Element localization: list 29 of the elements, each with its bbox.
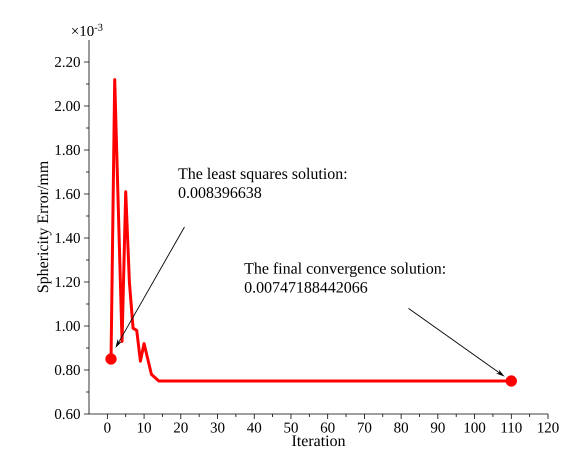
x-tick-label: 10 [138, 422, 151, 433]
x-tick-label: 110 [502, 422, 522, 433]
y-tick-label: 1.60 [56, 188, 80, 200]
y-tick-label: 1.40 [56, 232, 80, 244]
y-tick-label: 1.80 [56, 144, 80, 156]
annotation: The final convergence solution: [244, 262, 445, 278]
x-tick-label: 20 [174, 422, 188, 433]
x-axis-title: Iteration [292, 435, 346, 446]
y-tick-label: 1.20 [56, 276, 80, 288]
x-tick-label: 70 [358, 422, 372, 433]
x-tick-label: 60 [320, 422, 335, 433]
annotation: 0.008396638 [178, 187, 262, 198]
x-tick-label: 0 [104, 422, 111, 433]
y-axis-title: Sphericity Error/mm [36, 161, 52, 292]
x-tick-label: 30 [210, 422, 224, 433]
x-tick-label: 100 [464, 422, 486, 433]
x-tick-label: 40 [247, 422, 262, 433]
y-tick-label: 0.80 [54, 364, 80, 376]
x-tick-label: 80 [394, 422, 408, 433]
x-tick-label: 90 [430, 422, 445, 433]
text: ×10$^{-3}$ [72, 24, 103, 36]
y-tick-label: 1.00 [56, 320, 80, 332]
annotation: The least squares solution: [178, 168, 346, 182]
y-tick-label: 2.20 [55, 56, 80, 68]
annotation: 0.00747188442066 [244, 282, 368, 293]
x-tick-label: 50 [284, 422, 298, 433]
x-tick-label: 120 [538, 422, 559, 433]
y-tick-label: 0.60 [54, 408, 80, 420]
y-tick-label: 2.00 [55, 100, 80, 112]
